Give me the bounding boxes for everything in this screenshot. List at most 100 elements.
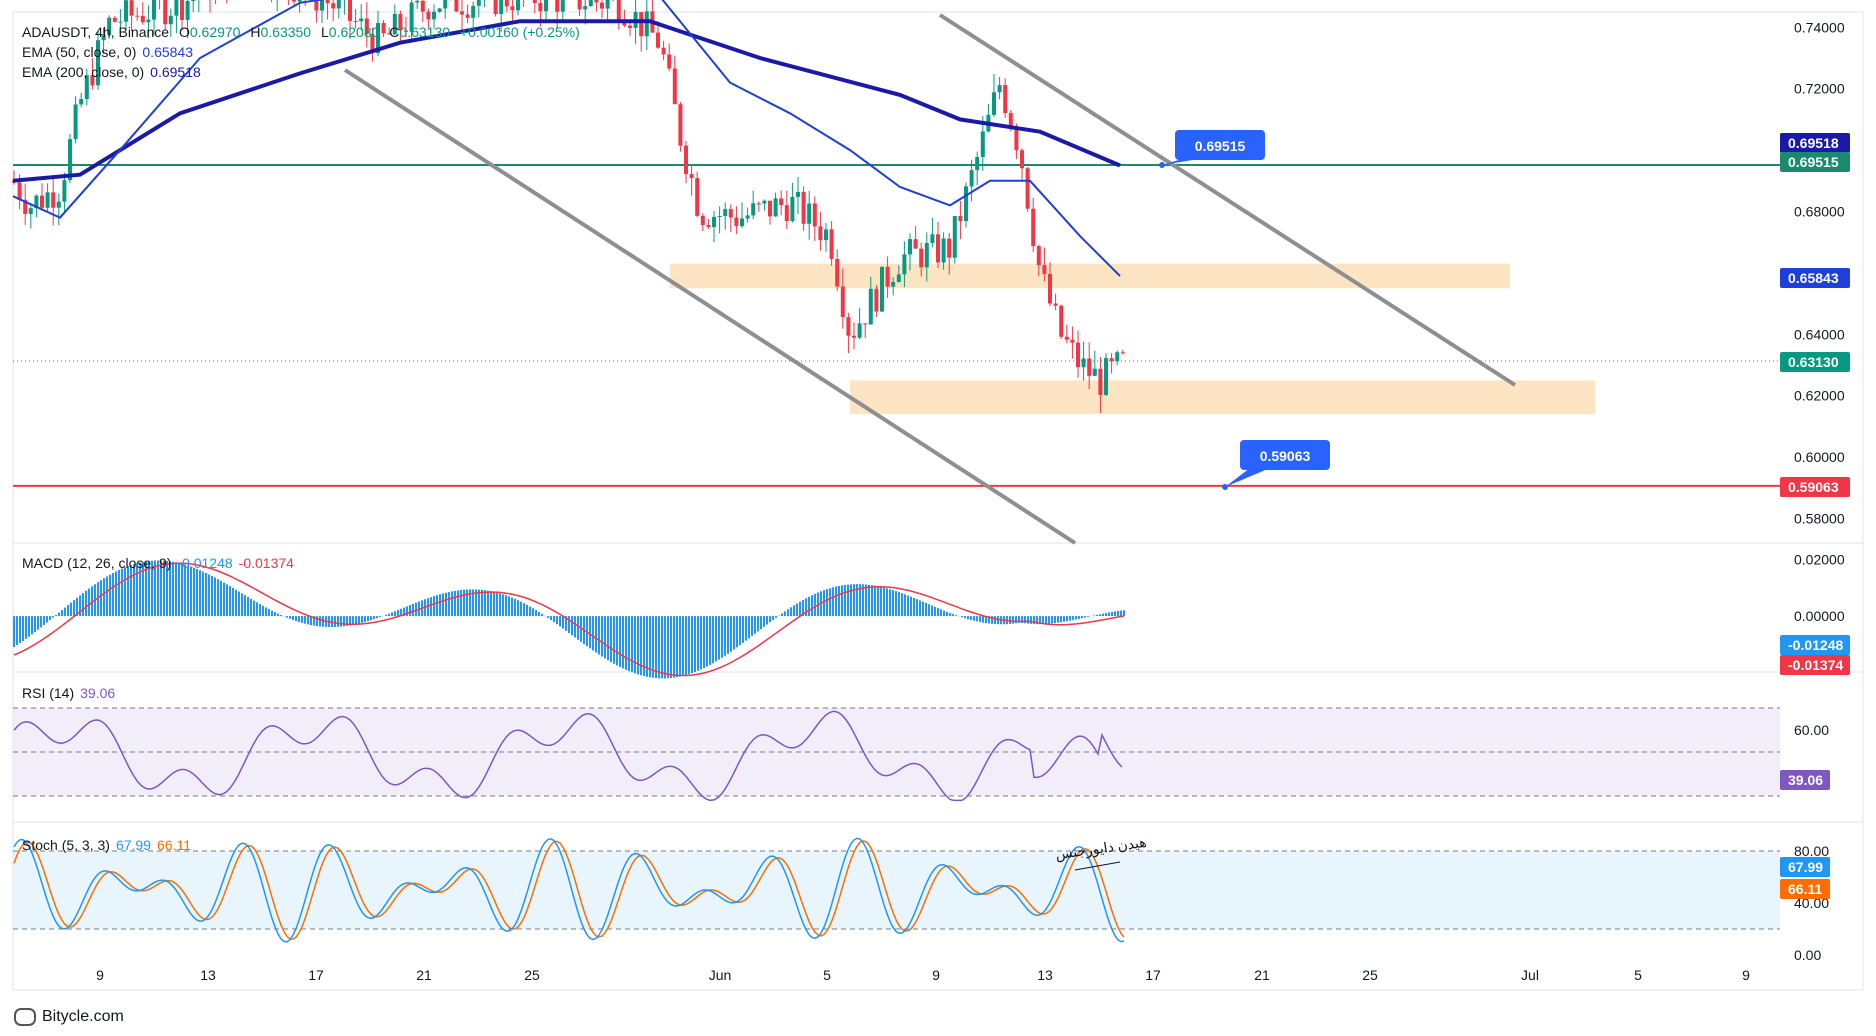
candle-body — [639, 12, 644, 37]
price-tag — [1780, 133, 1850, 153]
bitycle-logo-icon — [14, 1008, 36, 1026]
candle-body — [460, 11, 464, 15]
candle-body — [499, 0, 504, 15]
stoch-legend: Stoch (5, 3, 3) 67.99 66.11 — [22, 837, 191, 853]
brand-footer[interactable]: Bitycle.com — [14, 1008, 124, 1026]
candle-body — [824, 229, 828, 241]
candle-body — [1031, 208, 1036, 247]
candle-body — [135, 15, 140, 17]
candle-body — [661, 47, 666, 55]
chart-background — [12, 11, 1864, 991]
price-tag-label: 0.59063 — [1788, 479, 1839, 495]
candle-body — [381, 23, 386, 34]
candle-body — [426, 11, 431, 20]
rsi-legend: RSI (14) 39.06 — [22, 685, 116, 701]
date-tick-label: 25 — [1362, 967, 1378, 983]
candle-body — [751, 203, 756, 216]
horizontal-levels — [13, 164, 1780, 487]
candle-body — [112, 17, 117, 22]
candle-body — [678, 104, 683, 146]
rsi-tick-label: 60.00 — [1794, 722, 1829, 738]
stoch-tag — [1780, 879, 1830, 899]
candle-body — [84, 75, 89, 100]
candle-body — [672, 68, 677, 105]
symbol-label: ADAUSDT, 4h, Binance — [22, 24, 170, 40]
ema50-line — [12, 0, 1121, 277]
candle-body — [622, 21, 627, 26]
candle-body — [544, 0, 548, 12]
candle-body — [857, 323, 862, 338]
candle-body — [829, 229, 834, 259]
ohlc-values: O0.62970 H0.63350 L0.62080 C0.63130 +0.0… — [178, 24, 580, 40]
candle-body — [454, 0, 459, 12]
candle-body — [555, 0, 560, 12]
candle-body — [163, 0, 168, 25]
candle-body — [762, 200, 767, 204]
candle-body — [1059, 305, 1064, 337]
price-tag-label: 0.69518 — [1788, 135, 1839, 151]
candle-body — [969, 170, 974, 187]
candle-body — [807, 203, 812, 224]
ema50-legend: EMA (50, close, 0) 0.65843 — [22, 44, 193, 60]
candle-body — [717, 215, 722, 217]
macd-tag — [1780, 635, 1850, 655]
candle-body — [712, 216, 716, 228]
divergence-line — [1074, 861, 1121, 871]
candle-body — [79, 99, 84, 105]
rsi-tag — [1780, 770, 1830, 790]
candle-body — [432, 11, 436, 20]
descending-channel-lines — [343, 13, 1517, 545]
candle-body — [1120, 352, 1125, 354]
candle-body — [1070, 339, 1075, 343]
candle-body — [1092, 368, 1097, 376]
price-tag — [1780, 352, 1850, 372]
candle-body — [415, 0, 420, 3]
candle-body — [588, 0, 593, 7]
candle-body — [437, 8, 442, 12]
candle-body — [23, 199, 28, 214]
candle-body — [689, 174, 694, 179]
candle-body — [728, 209, 733, 218]
candle-body — [129, 0, 134, 16]
date-tick-label: 21 — [1254, 967, 1270, 983]
candle-body — [443, 0, 448, 9]
callout-box — [1175, 130, 1265, 160]
candle-body — [73, 104, 78, 140]
candle-body — [118, 21, 123, 23]
candle-body — [28, 208, 33, 214]
candle-body — [868, 288, 873, 325]
candle-body — [101, 35, 106, 41]
candle-body — [779, 198, 784, 206]
candle-body — [493, 0, 498, 15]
candle-body — [331, 3, 336, 9]
candle-body — [398, 13, 403, 31]
candle-body — [1014, 128, 1019, 151]
price-tag — [1780, 477, 1850, 497]
date-tick-label: 25 — [524, 967, 540, 983]
candle-body — [387, 33, 392, 35]
candle-body — [1053, 303, 1058, 306]
rsi-tag-label: 39.06 — [1788, 772, 1823, 788]
candle-body — [600, 2, 604, 9]
candle-body — [1042, 265, 1047, 274]
callout-pointer — [1225, 468, 1270, 487]
date-tick-label: 21 — [416, 967, 432, 983]
chart-frame — [12, 11, 1864, 991]
date-tick-label: 13 — [200, 967, 216, 983]
candle-body — [364, 18, 369, 35]
candle-body — [885, 266, 890, 287]
candle-body — [723, 209, 728, 216]
date-tick-label: Jul — [1521, 967, 1539, 983]
candle-body — [656, 32, 660, 48]
axes: 0.74000 0.72000 0.68000 0.64000 0.62000 0.600… — [96, 19, 1850, 983]
candle-body — [325, 0, 330, 4]
zone-0 — [670, 263, 1510, 289]
candle-body — [152, 0, 156, 20]
candle-body — [96, 40, 100, 86]
candlestick-series — [12, 0, 1125, 413]
candle-body — [45, 192, 50, 208]
candle-body — [1064, 336, 1069, 340]
price-tag-label: 0.63130 — [1788, 354, 1839, 370]
macd-tick-label: 0.00000 — [1794, 608, 1845, 624]
